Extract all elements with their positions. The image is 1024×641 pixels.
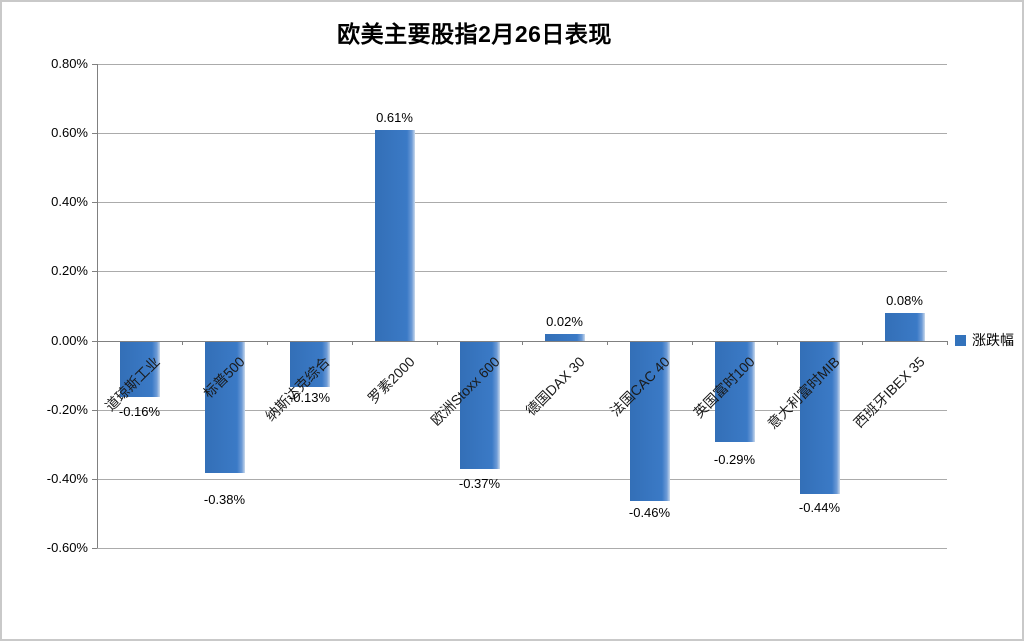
x-axis-tick <box>97 340 98 345</box>
y-axis-label: 0.00% <box>51 332 88 348</box>
bar <box>204 341 245 473</box>
bar <box>289 341 330 387</box>
y-axis-tick <box>92 548 97 549</box>
bar-value-label: -0.37% <box>458 476 501 492</box>
gridline <box>97 64 947 65</box>
bar-value-label: 0.02% <box>546 313 583 329</box>
y-axis-tick <box>92 64 97 65</box>
chart-title: 欧美主要股指2月26日表现 <box>337 21 612 47</box>
x-axis-tick <box>862 340 863 345</box>
bar <box>544 333 585 341</box>
bar <box>119 341 160 397</box>
x-axis-tick <box>267 340 268 345</box>
legend-marker-icon <box>955 334 966 346</box>
x-axis-tick <box>947 340 948 345</box>
bar <box>714 341 755 442</box>
bar <box>884 312 925 341</box>
legend: 涨跌幅 <box>955 330 1014 350</box>
y-axis-tick <box>92 133 97 135</box>
y-axis-label: 0.60% <box>51 125 88 141</box>
y-axis-tick <box>92 409 97 411</box>
x-axis-tick <box>352 340 353 345</box>
gridline <box>97 478 947 480</box>
bar <box>629 341 670 501</box>
bar-value-label: -0.16% <box>118 403 161 419</box>
y-axis-label: -0.60% <box>46 540 88 555</box>
bar-value-label: -0.44% <box>798 499 841 515</box>
x-axis-tick <box>437 340 438 345</box>
y-axis-line <box>97 64 98 548</box>
x-axis-tick <box>182 340 183 345</box>
y-axis-tick <box>92 202 97 204</box>
bar-value-label: -0.38% <box>203 491 246 507</box>
x-axis-tick <box>777 340 778 345</box>
bar-value-label: -0.29% <box>713 451 756 467</box>
bar-value-label: -0.13% <box>288 389 331 405</box>
legend-series-label: 涨跌幅 <box>972 332 1014 348</box>
y-axis-label: -0.20% <box>46 401 88 417</box>
bar-value-label: 0.08% <box>886 292 923 308</box>
x-axis-tick <box>607 340 608 345</box>
x-axis-tick <box>522 340 523 345</box>
y-axis-tick <box>92 271 97 273</box>
bar <box>459 341 500 470</box>
y-axis-label: 0.40% <box>51 194 88 210</box>
gridline <box>97 133 947 135</box>
gridline <box>97 409 947 411</box>
bar-value-label: 0.61% <box>376 109 413 125</box>
gridline <box>97 202 947 204</box>
bar <box>799 341 840 494</box>
gridline <box>97 548 947 549</box>
y-axis-label: 0.80% <box>51 56 88 71</box>
y-axis-label: 0.20% <box>51 263 88 279</box>
y-axis-tick <box>92 340 97 342</box>
y-axis-tick <box>92 478 97 480</box>
bar <box>374 129 415 341</box>
gridline <box>97 271 947 273</box>
y-axis-label: -0.40% <box>46 470 88 486</box>
bar-value-label: -0.46% <box>628 504 671 520</box>
x-axis-tick <box>692 340 693 345</box>
